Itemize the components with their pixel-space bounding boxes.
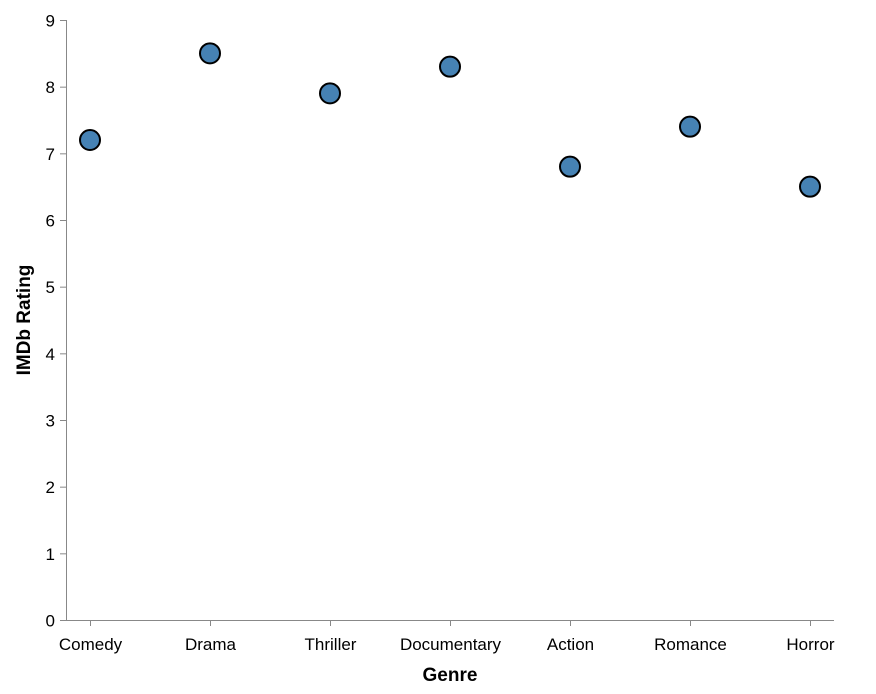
data-point	[799, 175, 821, 198]
x-tick-label: Action	[547, 635, 594, 654]
x-tick-label: Thriller	[305, 635, 357, 654]
y-axis: 0 1 2 3 4 5 6 7 8 9	[46, 12, 67, 631]
data-point	[679, 115, 701, 138]
y-tick-label: 8	[46, 78, 55, 97]
y-tick-label: 3	[46, 412, 55, 431]
data-point	[559, 155, 581, 178]
data-point	[319, 82, 341, 105]
data-points	[79, 42, 821, 198]
y-axis-title: IMDb Rating	[14, 265, 35, 376]
x-axis: Comedy Drama Thriller Documentary Action Roma…	[59, 620, 835, 654]
y-tick-label: 5	[46, 278, 55, 297]
x-tick-label: Documentary	[400, 635, 502, 654]
y-tick-label: 6	[46, 212, 55, 231]
y-tick-label: 7	[46, 145, 55, 164]
y-tick-label: 0	[46, 612, 55, 631]
x-tick-label: Comedy	[59, 635, 123, 654]
x-tick-label: Horror	[786, 635, 835, 654]
y-tick-label: 1	[46, 545, 55, 564]
y-tick-label: 2	[46, 478, 55, 497]
x-tick-label: Romance	[654, 635, 727, 654]
x-axis-title: Genre	[423, 665, 478, 686]
y-tick-label: 4	[46, 345, 55, 364]
y-tick-label: 9	[46, 12, 55, 31]
x-tick-label: Drama	[185, 635, 237, 654]
data-point	[439, 55, 461, 78]
data-point	[199, 42, 221, 65]
data-point	[79, 129, 101, 151]
